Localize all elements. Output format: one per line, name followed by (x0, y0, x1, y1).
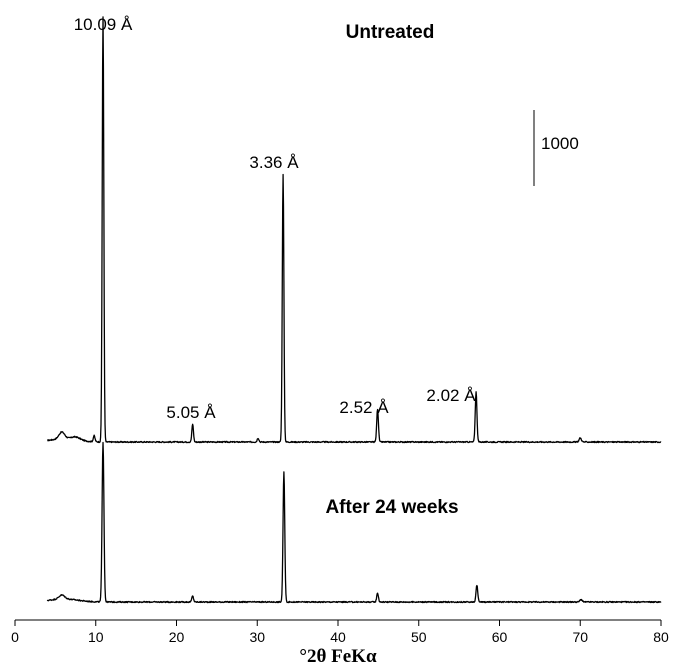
x-tick-label: 50 (411, 629, 427, 645)
x-tick-label: 60 (492, 629, 508, 645)
series-line-untreated (47, 16, 662, 444)
x-tick-label: 20 (169, 629, 185, 645)
x-tick-label: 70 (572, 629, 588, 645)
x-tick-label: 0 (11, 629, 19, 645)
x-tick-label: 40 (330, 629, 346, 645)
x-axis-label: °2θ FeKα (299, 646, 377, 667)
peak-label-2-02: 2.02 Å (426, 386, 476, 405)
intensity-scale-label: 1000 (541, 134, 579, 153)
peak-label-2-52: 2.52 Å (339, 398, 389, 417)
x-tick-label: 80 (653, 629, 669, 645)
traces-layer (46, 16, 662, 604)
peak-label-10-09: 10.09 Å (74, 15, 133, 34)
series-line-after-24-weeks (46, 441, 662, 604)
x-axis-ticks: 0 10 20 30 40 50 60 70 80 (11, 620, 669, 645)
x-tick-label: 30 (249, 629, 265, 645)
series-title-untreated: Untreated (346, 22, 435, 43)
series-title-after-24-weeks: After 24 weeks (325, 497, 458, 518)
peak-label-3-36: 3.36 Å (249, 153, 299, 172)
x-tick-label: 10 (88, 629, 104, 645)
peak-label-5-05: 5.05 Å (166, 403, 216, 422)
